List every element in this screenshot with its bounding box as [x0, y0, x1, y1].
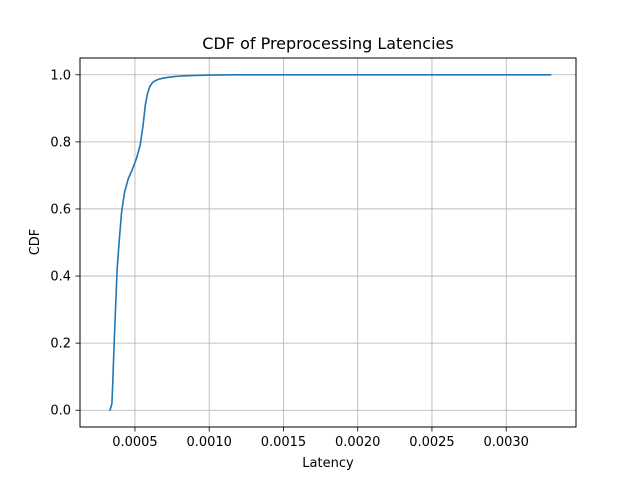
x-tick-label: 0.0030 [483, 435, 529, 450]
y-tick-label: 1.0 [50, 68, 71, 83]
chart-title: CDF of Preprocessing Latencies [202, 34, 453, 53]
y-tick-label: 0.6 [50, 202, 71, 217]
x-tick-label: 0.0015 [261, 435, 307, 450]
x-tick-label: 0.0020 [335, 435, 381, 450]
y-tick-label: 0.2 [50, 337, 71, 352]
series-line-0 [109, 73, 552, 412]
series-layer [109, 73, 552, 412]
y-tick-label: 0.0 [50, 404, 71, 419]
y-axis-ticks: 0.0 0.2 0.4 0.6 0.8 1.0 [50, 68, 80, 419]
y-axis-label: CDF [28, 229, 43, 256]
y-tick-label: 0.8 [50, 135, 71, 150]
x-axis-label: Latency [302, 456, 354, 471]
plot-area-frame [79, 57, 577, 428]
x-axis-ticks: 0.0005 0.0010 0.0015 0.0020 0.0025 0.0030 [112, 427, 529, 450]
grid-lines [80, 58, 576, 427]
x-tick-label: 0.0025 [409, 435, 455, 450]
x-tick-label: 0.0010 [186, 435, 232, 450]
x-tick-label: 0.0005 [112, 435, 158, 450]
y-tick-label: 0.4 [50, 270, 71, 285]
